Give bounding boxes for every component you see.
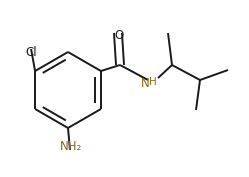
Text: N: N [141, 77, 149, 90]
Text: O: O [114, 29, 124, 42]
Text: H: H [149, 77, 157, 87]
Text: NH₂: NH₂ [60, 140, 82, 153]
Text: Cl: Cl [25, 46, 37, 59]
